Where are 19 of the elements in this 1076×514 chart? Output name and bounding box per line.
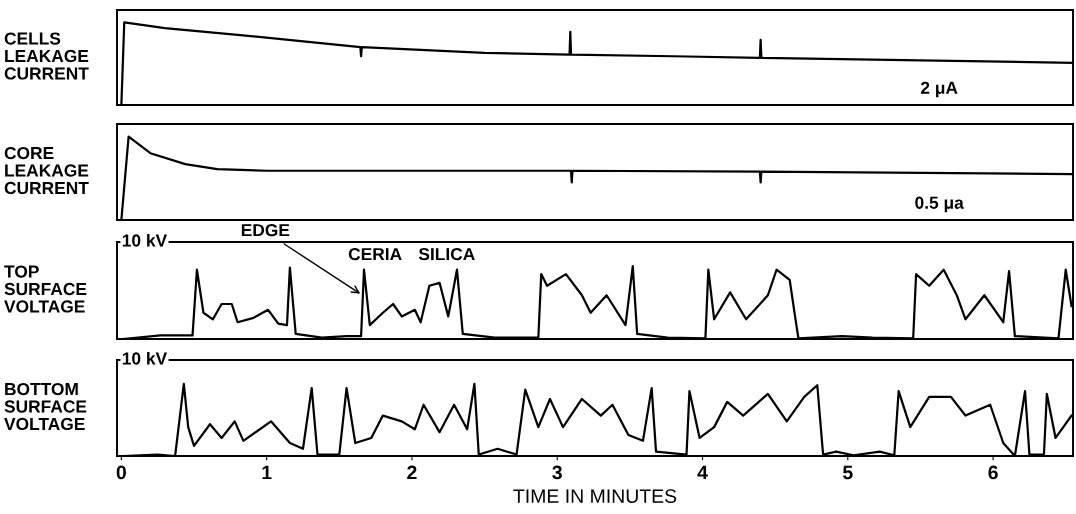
y-axis-title: CELLS LEAKAGE CURRENT: [4, 32, 89, 80]
x-tick-label: 6: [988, 465, 998, 480]
y-axis-title: CORE LEAKAGE CURRENT: [4, 146, 89, 195]
text: 10 kV: [122, 233, 168, 247]
x-tick-label: 2: [407, 465, 417, 480]
annotation: 2 μA: [920, 81, 958, 98]
y-axis-title: TOP SURFACE VOLTAGE: [4, 265, 87, 313]
text: 10 kV: [122, 351, 168, 365]
annotation: 0.5 μa: [915, 196, 964, 213]
text: SILICA: [418, 247, 475, 261]
x-tick-label: 5: [842, 465, 853, 480]
annotation: EDGE: [241, 223, 290, 237]
x-tick-label: 1: [262, 465, 272, 480]
x-tick-label: 4: [697, 465, 708, 480]
text: CERIA: [348, 247, 402, 261]
y-axis-title: BOTTOM SURFACE VOLTAGE: [4, 382, 87, 431]
x-tick-label: 3: [552, 465, 562, 480]
x-tick-label: 0: [116, 465, 126, 480]
x-axis-title: TIME IN MINUTES: [513, 489, 677, 503]
